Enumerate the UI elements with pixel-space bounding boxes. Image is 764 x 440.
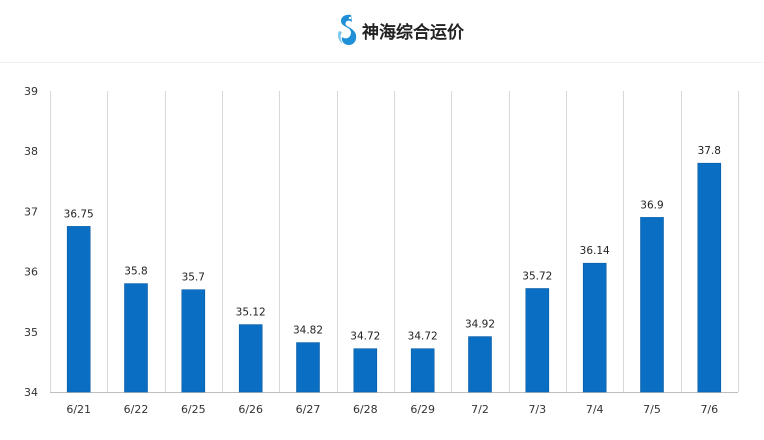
data-label: 35.72 xyxy=(522,271,552,283)
bar-7-6 xyxy=(697,162,722,393)
bar-7-2 xyxy=(468,336,492,393)
bars xyxy=(66,162,722,393)
bar-6-27 xyxy=(296,342,320,393)
grid-lines xyxy=(50,91,739,392)
data-label: 35.12 xyxy=(236,307,266,319)
data-label: 34.72 xyxy=(350,331,380,343)
bar-chart: 36.75 35.8 35.7 35.12 34.82 34.72 34.72 34.92 35… xyxy=(24,85,739,416)
bar-7-5 xyxy=(640,217,664,393)
y-tick-label: 34 xyxy=(24,386,38,399)
data-label: 36.75 xyxy=(64,208,94,220)
y-tick-label: 39 xyxy=(24,85,38,98)
bar-6-21 xyxy=(66,226,91,393)
bar-6-28 xyxy=(353,348,378,393)
data-label: 34.82 xyxy=(293,325,323,337)
y-tick-label: 38 xyxy=(24,145,38,158)
bar-7-3 xyxy=(525,288,550,393)
x-tick-label: 6/27 xyxy=(296,403,321,416)
x-tick-label: 6/21 xyxy=(66,403,91,416)
y-tick-label: 35 xyxy=(24,326,38,339)
x-tick-label: 6/25 xyxy=(181,403,206,416)
x-tick-label: 7/4 xyxy=(586,403,604,416)
brand: 神海综合运价 xyxy=(336,12,464,48)
y-tick-labels: 34 35 36 37 38 39 xyxy=(24,85,38,399)
data-label: 36.9 xyxy=(640,199,663,211)
x-tick-labels: 6/21 6/22 6/25 6/26 6/27 6/28 6/29 7/2 7/3 7/4 7/5… xyxy=(66,403,718,416)
brand-name: 神海综合运价 xyxy=(362,22,464,43)
bar-6-29 xyxy=(410,348,435,393)
x-tick-label: 7/5 xyxy=(643,403,661,416)
bar-6-25 xyxy=(181,289,206,393)
data-label: 37.8 xyxy=(698,145,721,157)
x-tick-label: 6/28 xyxy=(353,403,378,416)
bar-6-26 xyxy=(238,324,263,393)
seahorse-logo-icon xyxy=(338,14,357,45)
x-tick-label: 6/26 xyxy=(238,403,263,416)
x-tick-label: 7/3 xyxy=(528,403,546,416)
x-tick-label: 7/2 xyxy=(471,403,489,416)
data-label: 35.7 xyxy=(182,272,205,284)
y-tick-label: 37 xyxy=(24,205,38,218)
y-tick-label: 36 xyxy=(24,266,38,279)
bar-6-22 xyxy=(124,283,148,393)
header-band: 神海综合运价 xyxy=(0,0,764,62)
data-label: 35.8 xyxy=(124,266,147,278)
data-label: 36.14 xyxy=(580,245,610,257)
data-labels: 36.75 35.8 35.7 35.12 34.82 34.72 34.72 34.92 35… xyxy=(64,145,721,343)
data-label: 34.72 xyxy=(408,331,438,343)
bar-7-4 xyxy=(582,262,607,393)
x-tick-label: 6/29 xyxy=(410,403,435,416)
data-label: 34.92 xyxy=(465,319,495,331)
chart-area: 36.75 35.8 35.7 35.12 34.82 34.72 34.72 34.92 35… xyxy=(0,62,764,440)
x-tick-label: 7/6 xyxy=(700,403,718,416)
x-tick-label: 6/22 xyxy=(124,403,149,416)
